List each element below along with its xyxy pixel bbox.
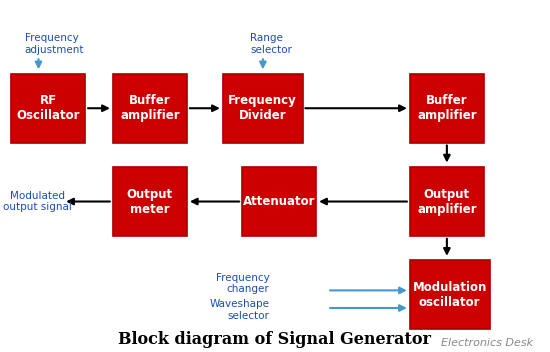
FancyBboxPatch shape — [242, 167, 316, 236]
FancyBboxPatch shape — [410, 260, 490, 329]
FancyBboxPatch shape — [223, 74, 303, 143]
Text: Buffer
amplifier: Buffer amplifier — [120, 94, 180, 122]
Text: Frequency
changer: Frequency changer — [216, 272, 270, 294]
Text: Modulated
output signal: Modulated output signal — [3, 191, 72, 212]
FancyBboxPatch shape — [113, 74, 187, 143]
Text: Frequency
adjustment: Frequency adjustment — [25, 33, 84, 55]
FancyBboxPatch shape — [11, 74, 85, 143]
Text: RF
Oscillator: RF Oscillator — [16, 94, 80, 122]
Text: Modulation
oscillator: Modulation oscillator — [412, 281, 487, 309]
Text: Buffer
amplifier: Buffer amplifier — [417, 94, 477, 122]
Text: Output
amplifier: Output amplifier — [417, 188, 477, 215]
Text: Attenuator: Attenuator — [243, 195, 315, 208]
FancyBboxPatch shape — [410, 167, 484, 236]
Text: Electronics Desk: Electronics Desk — [441, 339, 534, 348]
FancyBboxPatch shape — [410, 74, 484, 143]
FancyBboxPatch shape — [113, 167, 187, 236]
Text: Range
selector: Range selector — [250, 33, 292, 55]
Text: Block diagram of Signal Generator: Block diagram of Signal Generator — [118, 332, 432, 348]
Text: Waveshape
selector: Waveshape selector — [210, 299, 270, 321]
Text: Output
meter: Output meter — [127, 188, 173, 215]
Text: Frequency
Divider: Frequency Divider — [228, 94, 297, 122]
